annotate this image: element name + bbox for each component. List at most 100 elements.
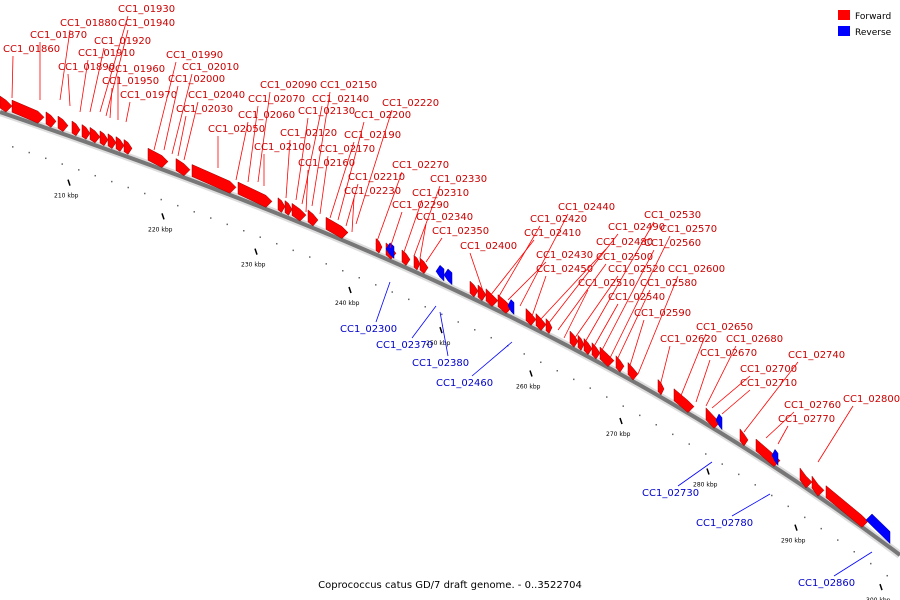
scale-dot bbox=[754, 484, 756, 486]
gene-label: CC1_02230 bbox=[344, 186, 401, 197]
major-tick bbox=[254, 248, 258, 255]
forward-gene-arrow bbox=[705, 407, 721, 429]
gene-label: CC1_02780 bbox=[696, 518, 753, 529]
scale-dot bbox=[325, 263, 327, 265]
gene-leader-line bbox=[637, 275, 679, 375]
gene-label: CC1_02170 bbox=[318, 144, 375, 155]
forward-gene-arrow bbox=[175, 158, 191, 177]
gene-label: CC1_02520 bbox=[608, 264, 665, 275]
gene-label: CC1_02740 bbox=[788, 350, 845, 361]
reverse-gene-arrow bbox=[443, 268, 453, 286]
gene-leader-line bbox=[627, 319, 645, 373]
gene-label: CC1_02490 bbox=[608, 222, 665, 233]
forward-gene-arrow bbox=[497, 294, 513, 314]
gene-leader-line bbox=[439, 311, 449, 357]
forward-gene-arrow bbox=[739, 428, 749, 447]
tick-label: 220 kbp bbox=[148, 226, 173, 233]
gene-label: CC1_02420 bbox=[530, 214, 587, 225]
scale-dot bbox=[837, 539, 839, 541]
scale-dot bbox=[210, 217, 212, 219]
scale-dot bbox=[375, 284, 377, 286]
legend-reverse-label: Reverse bbox=[855, 28, 892, 38]
scale-dot bbox=[111, 180, 113, 183]
legend-reverse-swatch bbox=[838, 26, 850, 36]
gene-leader-line bbox=[389, 211, 403, 249]
forward-gene-arrow bbox=[413, 254, 421, 271]
scale-dot bbox=[408, 298, 410, 301]
scale-dot bbox=[606, 396, 608, 398]
scale-dot bbox=[177, 204, 179, 207]
gene-label: CC1_02190 bbox=[344, 130, 401, 141]
scale-dot bbox=[639, 414, 641, 417]
forward-gene-arrow bbox=[615, 355, 625, 373]
scale-dot bbox=[61, 163, 63, 165]
gene-leader-line bbox=[817, 405, 854, 463]
gene-leader-line bbox=[163, 85, 179, 151]
gene-label: CC1_02770 bbox=[778, 414, 835, 425]
major-tick bbox=[619, 417, 623, 425]
scale-dot bbox=[457, 321, 459, 323]
forward-gene-arrow bbox=[401, 249, 411, 266]
scale-dot bbox=[243, 229, 245, 232]
forward-gene-arrow bbox=[525, 307, 537, 326]
gene-leader-line bbox=[413, 185, 441, 257]
forward-gene-arrow bbox=[583, 337, 593, 356]
gene-leader-line bbox=[301, 105, 323, 205]
inner-scale-dots bbox=[12, 146, 888, 577]
scale-dot bbox=[45, 157, 47, 160]
major-tick bbox=[161, 213, 165, 220]
forward-gene-arrow bbox=[577, 334, 585, 351]
forward-gene-arrow bbox=[291, 202, 307, 222]
scale-dot bbox=[309, 256, 311, 258]
gene-leader-line bbox=[529, 275, 547, 323]
gene-label: CC1_02680 bbox=[726, 334, 783, 345]
scale-dot bbox=[424, 306, 426, 308]
gene-label: CC1_02450 bbox=[536, 264, 593, 275]
forward-gene-arrow bbox=[81, 124, 91, 140]
map-title: Coprococcus catus GD/7 draft genome. - 0… bbox=[318, 580, 582, 591]
gene-label: CC1_02540 bbox=[608, 292, 665, 303]
forward-gene-arrow bbox=[307, 209, 319, 227]
gene-leader-line bbox=[539, 248, 607, 321]
major-tick bbox=[529, 370, 533, 377]
scale-dot bbox=[12, 146, 14, 148]
scale-dot bbox=[94, 174, 96, 177]
gene-leader-line bbox=[67, 73, 71, 107]
scale-dot bbox=[474, 329, 476, 331]
gene-leader-line bbox=[497, 225, 541, 299]
gene-label: CC1_02800 bbox=[843, 394, 900, 405]
gene-leader-line bbox=[731, 493, 771, 517]
gene-label: CC1_02730 bbox=[642, 488, 699, 499]
gene-label: CC1_02480 bbox=[596, 237, 653, 248]
gene-leader-line bbox=[337, 121, 365, 221]
scale-dot bbox=[655, 424, 657, 426]
scale-dot bbox=[292, 249, 294, 252]
forward-gene-arrow bbox=[485, 288, 499, 307]
scale-dot bbox=[127, 186, 129, 189]
gene-label: CC1_01950 bbox=[102, 76, 159, 87]
scale-dot bbox=[193, 211, 195, 213]
major-tick bbox=[348, 286, 352, 294]
gene-leader-line bbox=[419, 223, 427, 259]
gene-leader-line bbox=[125, 101, 131, 123]
scale-dot bbox=[870, 562, 872, 565]
legend: Forward Reverse bbox=[838, 10, 892, 38]
gene-leader-line bbox=[609, 235, 671, 359]
reverse-gene-arrow bbox=[865, 513, 891, 545]
scale-dot bbox=[540, 361, 542, 364]
scale-ticks: 210 kbp 220 kbp 230 kbp 240 kbp 250 kbp 260 k… bbox=[54, 179, 891, 600]
gene-leader-line bbox=[319, 155, 329, 215]
gene-label: CC1_01870 bbox=[30, 30, 87, 41]
scale-dot bbox=[160, 198, 162, 201]
gene-leader-line bbox=[257, 91, 271, 183]
gene-label: CC1_02000 bbox=[168, 74, 225, 85]
gene-label: CC1_02380 bbox=[412, 358, 469, 369]
scale-dot bbox=[573, 378, 575, 381]
scale-dot bbox=[226, 223, 228, 226]
gene-leader-line bbox=[295, 117, 309, 201]
gene-label: CC1_02370 bbox=[376, 340, 433, 351]
gene-leader-line bbox=[469, 252, 485, 295]
forward-gene-arrow bbox=[545, 317, 553, 335]
gene-label: CC1_01970 bbox=[120, 90, 177, 101]
forward-gene-arrow bbox=[237, 181, 273, 208]
